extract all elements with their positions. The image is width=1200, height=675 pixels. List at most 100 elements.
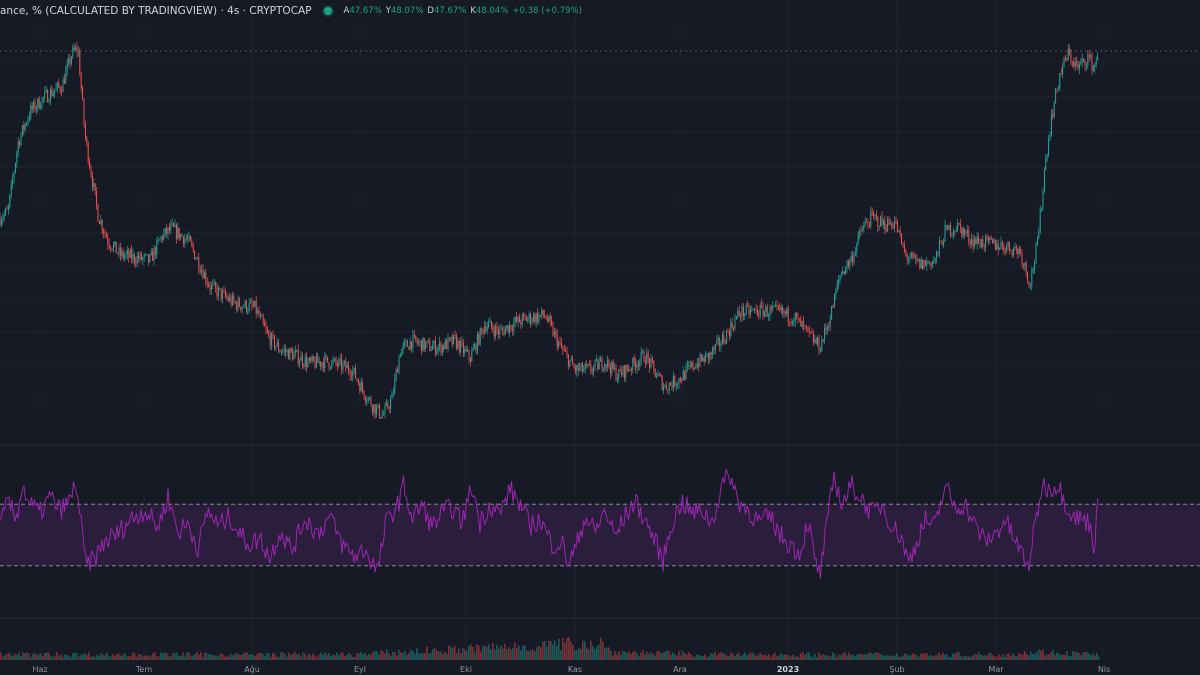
volume-bar (648, 653, 650, 660)
volume-bar (54, 655, 56, 660)
candle-body (531, 321, 533, 324)
candle-body (833, 294, 835, 308)
candle-body (586, 364, 588, 366)
volume-bar (930, 655, 932, 660)
candle-body (202, 269, 204, 279)
volume-bar (662, 652, 664, 660)
volume-bar (494, 649, 496, 660)
candle-body (479, 328, 481, 345)
volume-bar (1028, 655, 1030, 660)
candle-body (497, 330, 499, 335)
volume-bar (610, 650, 612, 660)
volume-bar (592, 645, 594, 660)
candle-body (146, 253, 148, 255)
volume-bar (534, 651, 536, 660)
candle-body (706, 353, 708, 355)
candle-body (948, 225, 950, 230)
candle-body (502, 328, 504, 331)
candle-body (100, 220, 102, 224)
candle-body (651, 358, 653, 362)
volume-bar (110, 655, 112, 660)
candle-body (2, 217, 4, 221)
candle-body (943, 241, 945, 246)
candle-body (749, 309, 751, 315)
volume-bar (608, 647, 610, 660)
volume-bar (882, 655, 884, 660)
candle-body (394, 378, 396, 393)
volume-bar (1058, 653, 1060, 660)
volume-bar (316, 656, 318, 660)
candle-body (114, 241, 116, 245)
candle-body (415, 335, 417, 341)
candle-body (824, 327, 826, 340)
volume-bar (664, 652, 666, 660)
ohlc-values: A47.67% Y48.07% D47.67% K48.04% +0.38 (+… (344, 6, 582, 16)
candle-body (679, 378, 681, 381)
volume-bar (596, 646, 598, 660)
volume-bar (630, 653, 632, 660)
candle-body (850, 255, 852, 261)
candle-body (737, 310, 739, 317)
candle-body (514, 317, 516, 323)
candle-body (1031, 270, 1033, 286)
candle-body (1010, 250, 1012, 251)
candle-body (656, 376, 658, 378)
volume-bar (928, 656, 930, 660)
volume-bar (474, 652, 476, 660)
symbol-title[interactable]: ance, % (CALCULATED BY TRADINGVIEW) · 4s… (0, 5, 312, 17)
volume-bar (788, 655, 790, 660)
candle-body (933, 261, 935, 263)
volume-bar (414, 653, 416, 660)
volume-bar (34, 653, 36, 660)
volume-bar (946, 654, 948, 660)
volume-bar (980, 654, 982, 660)
volume-bar (306, 656, 308, 660)
volume-bar (434, 647, 436, 660)
volume-bar (838, 654, 840, 660)
candle-body (391, 393, 393, 400)
candle-body (367, 397, 369, 402)
volume-bar (842, 653, 844, 660)
volume-bar (790, 656, 792, 660)
volume-bar (122, 654, 124, 660)
candle-body (234, 301, 236, 303)
candle-body (629, 369, 631, 371)
candle-body (717, 338, 719, 341)
volume-bar (532, 649, 534, 660)
volume-bar (432, 649, 434, 660)
candle-body (612, 361, 614, 370)
volume-bar (406, 654, 408, 660)
volume-bar (236, 652, 238, 660)
candle-body (3, 213, 5, 218)
candle-body (405, 341, 407, 343)
candle-body (273, 335, 275, 348)
volume-bar (918, 656, 920, 660)
candle-body (262, 316, 264, 323)
volume-bar (254, 655, 256, 660)
candle-body (910, 253, 912, 259)
volume-bar (488, 644, 490, 660)
volume-bar (514, 642, 516, 660)
volume-bar (250, 654, 252, 660)
volume-bar (390, 655, 392, 660)
candle-body (489, 321, 491, 323)
volume-bar (478, 645, 480, 660)
volume-bar (566, 638, 568, 660)
volume-bar (832, 652, 834, 660)
candle-body (999, 248, 1001, 250)
volume-bar (136, 656, 138, 660)
volume-bar (224, 656, 226, 660)
volume-bar (422, 653, 424, 660)
candle-body (915, 257, 917, 259)
candle-body (336, 363, 338, 366)
volume-bar (564, 642, 566, 660)
volume-bar (1084, 652, 1086, 660)
volume-bar (840, 655, 842, 660)
candle-body (649, 358, 651, 368)
candle-body (1045, 157, 1047, 171)
volume-bar (760, 653, 762, 660)
candle-body (437, 346, 439, 351)
x-tick-label: Ağu (244, 665, 260, 674)
volume-bar (732, 653, 734, 660)
